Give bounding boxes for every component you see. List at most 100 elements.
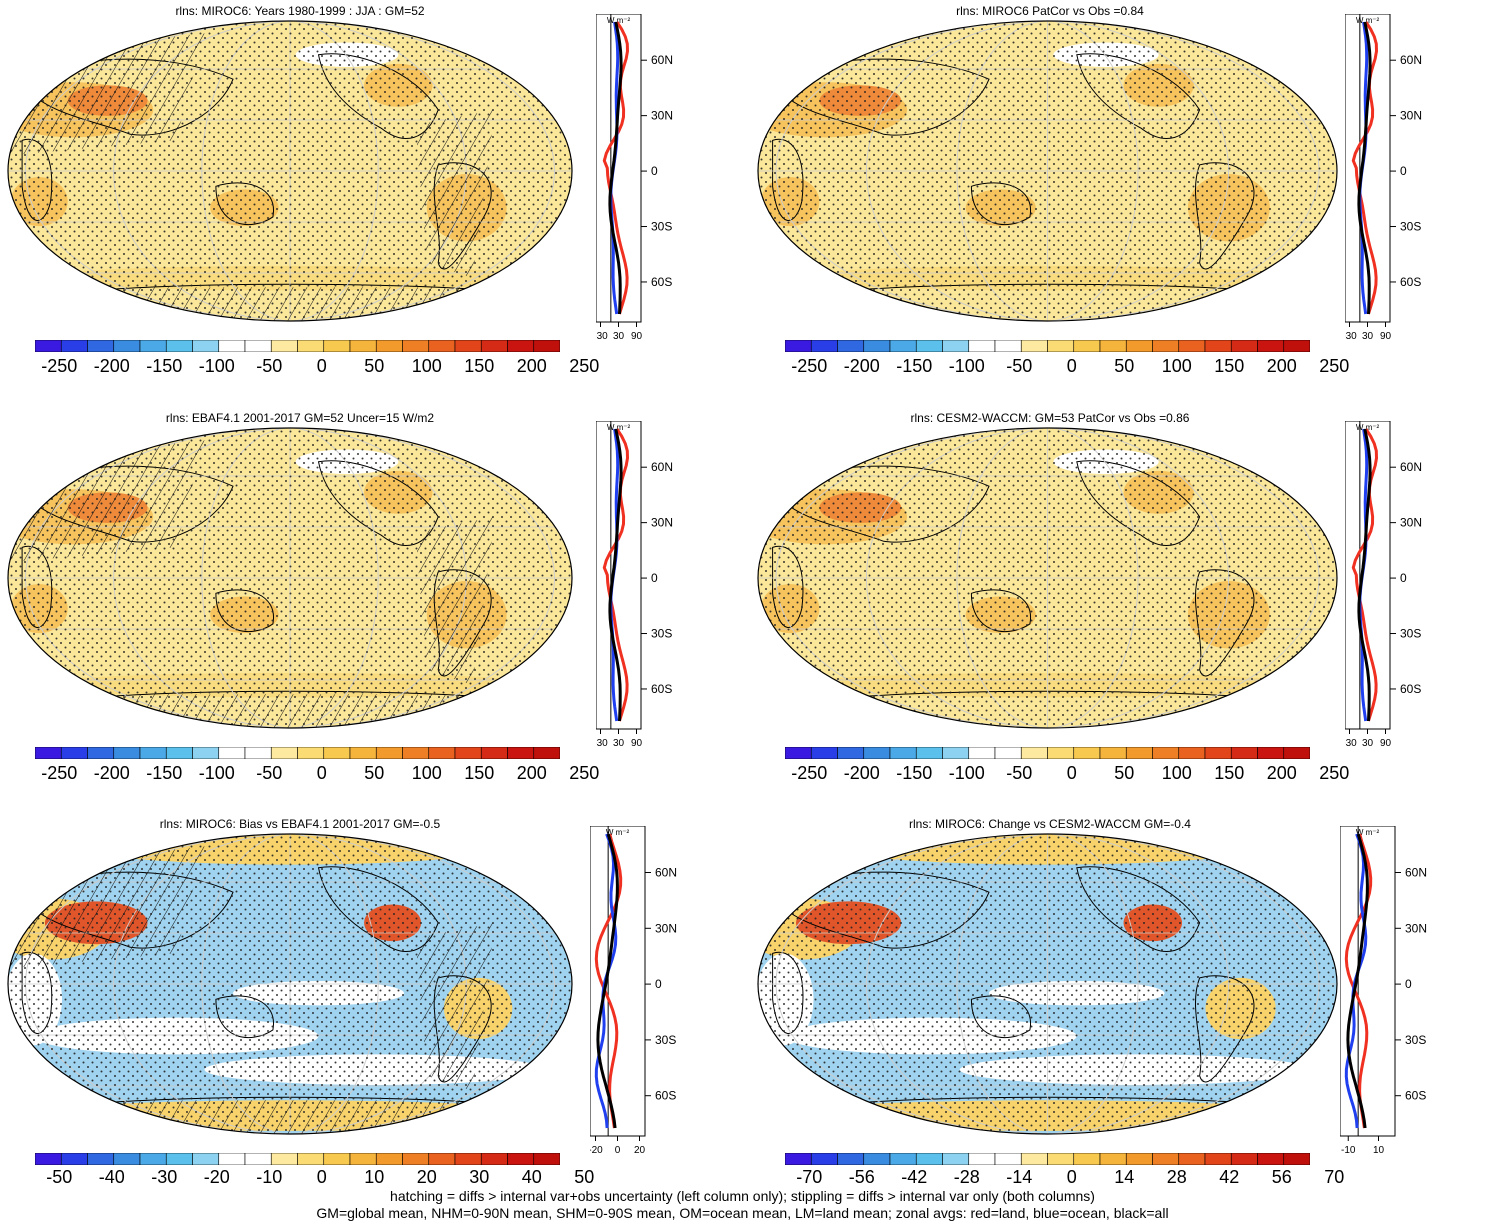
x-tick-label: 90 [1380, 738, 1392, 749]
colorbar-tick-label: -56 [848, 1167, 875, 1187]
colorbar-tick-label: 20 [416, 1167, 437, 1187]
colorbar-swatch [942, 747, 970, 759]
colorbar-swatch [35, 747, 62, 759]
colorbar-swatch [113, 747, 141, 759]
colorbar-swatch [1204, 340, 1232, 352]
x-tick-label: -30 [596, 738, 608, 749]
colorbar-swatch [1125, 747, 1153, 759]
colorbar-swatch [402, 1153, 430, 1165]
colorbar-tick-label: 50 [1114, 763, 1135, 783]
colorbar-swatch [218, 340, 246, 352]
map-border [757, 833, 1338, 1135]
zonal-unit-label: W m⁻² [1356, 423, 1380, 432]
colorbar-swatch [507, 1153, 535, 1165]
colorbar-swatch [1257, 340, 1285, 352]
colorbar-swatch [942, 1153, 970, 1165]
colorbar-tick-label: -50 [1006, 356, 1033, 376]
colorbar-tick-label: 150 [1214, 356, 1245, 376]
zonal-unit-label: W m⁻² [606, 828, 630, 837]
colorbar-tick-label: -150 [146, 763, 183, 783]
colorbar-swatch [942, 340, 970, 352]
colorbar-tick-label: 28 [1166, 1167, 1187, 1187]
colorbar-swatch [323, 1153, 351, 1165]
panel-5-colorbar-labels: -50 -40 -30 -20 -10 0 10 20 30 40 50 [35, 1167, 594, 1189]
colorbar-tick-label: -250 [791, 763, 828, 783]
lat-tick-label: 60S [651, 682, 672, 696]
zonal-unit-label: W m⁻² [607, 423, 631, 432]
colorbar-swatch [375, 1153, 403, 1165]
panel-1-colorbar-labels: -250 -200 -150 -100 -50 0 50 100 150 200 250 [35, 356, 599, 378]
colorbar-swatch [994, 1153, 1022, 1165]
stippling [758, 834, 1337, 1134]
colorbar-swatch [1230, 747, 1258, 759]
colorbar-tick-label: -20 [203, 1167, 230, 1187]
colorbar-swatch [454, 340, 482, 352]
stippling [758, 428, 1337, 728]
lat-tick-label: 60S [1400, 275, 1421, 289]
map-border [757, 20, 1338, 322]
colorbar-swatch [375, 340, 403, 352]
panel-3-map [7, 427, 573, 729]
colorbar-swatch [785, 1153, 812, 1165]
colorbar-swatch [60, 340, 88, 352]
colorbar-tick-label: 150 [464, 356, 495, 376]
colorbar-swatch [349, 340, 377, 352]
colorbar-tick-label: -200 [843, 356, 880, 376]
zonal-unit-label: W m⁻² [1356, 16, 1380, 25]
colorbar-swatch [297, 1153, 325, 1165]
colorbar-tick-label: -100 [198, 763, 235, 783]
colorbar-swatch [810, 1153, 838, 1165]
hatching [8, 1100, 572, 1134]
colorbar-swatch [1204, 747, 1232, 759]
lat-tick-label: 60S [1405, 1089, 1426, 1103]
colorbar-swatch [1125, 1153, 1153, 1165]
panel-1-map [7, 20, 573, 322]
colorbar-swatch [1099, 747, 1127, 759]
land-zonal-line [594, 833, 623, 1129]
colorbar-swatch [507, 340, 535, 352]
stippling [8, 834, 572, 1134]
x-tick-label: 90 [1380, 331, 1392, 342]
colorbar-tick-label: -150 [896, 763, 933, 783]
colorbar-swatch [1047, 1153, 1075, 1165]
panel-5-zonal-plot: W m⁻² 60N 30N 0 30S 60S -20 0 20 [590, 826, 677, 1156]
zonal-unit-label: W m⁻² [607, 16, 631, 25]
colorbar-tick-label: 50 [364, 356, 385, 376]
colorbar-swatch [139, 1153, 167, 1165]
panel-5-title: rlns: MIROC6: Bias vs EBAF4.1 2001-2017 … [159, 817, 441, 831]
colorbar-swatch [323, 340, 351, 352]
colorbar-tick-label: 250 [1319, 356, 1350, 376]
panel-3-colorbar [35, 747, 560, 759]
colorbar-tick-label: -200 [93, 763, 130, 783]
colorbar-swatch [480, 340, 508, 352]
panel-4-map [757, 427, 1338, 729]
lat-tick-label: 30S [651, 220, 672, 234]
colorbar-swatch [1257, 1153, 1285, 1165]
colorbar-tick-label: -70 [796, 1167, 823, 1187]
lat-tick-label: 0 [651, 571, 658, 585]
x-tick-label: -20 [590, 1145, 603, 1156]
panel-6-zonal-plot: W m⁻² 60N 30N 0 30S 60S -10 10 [1340, 826, 1427, 1156]
panel-1-title: rlns: MIROC6: Years 1980-1999 : JJA : GM… [175, 4, 425, 18]
colorbar-tick-label: -50 [46, 1167, 73, 1187]
lat-tick-label: 0 [1405, 977, 1412, 991]
panel-6-title: rlns: MIROC6: Change vs CESM2-WACCM GM=-… [909, 817, 1191, 831]
colorbar-tick-label: -100 [948, 356, 985, 376]
colorbar-tick-label: 200 [516, 763, 547, 783]
x-tick-label: -30 [1345, 738, 1357, 749]
x-tick-label: 30 [1362, 738, 1374, 749]
colorbar-swatch [113, 340, 141, 352]
colorbar-tick-label: 56 [1271, 1167, 1292, 1187]
colorbar-tick-label: -30 [151, 1167, 178, 1187]
colorbar-swatch [1047, 747, 1075, 759]
colorbar-swatch [454, 1153, 482, 1165]
colorbar-tick-label: 200 [516, 356, 547, 376]
map-border [7, 20, 573, 322]
colorbar-swatch [349, 1153, 377, 1165]
panel-4-zonal-plot: W m⁻² 60N 30N 0 30S 60S -30 30 90 [1345, 421, 1422, 749]
panel-2-colorbar [785, 340, 1310, 352]
colorbar-tick-label: 250 [569, 763, 600, 783]
colorbar-tick-label: 0 [316, 1167, 327, 1187]
colorbar-swatch [349, 747, 377, 759]
panel-4-colorbar [785, 747, 1310, 759]
